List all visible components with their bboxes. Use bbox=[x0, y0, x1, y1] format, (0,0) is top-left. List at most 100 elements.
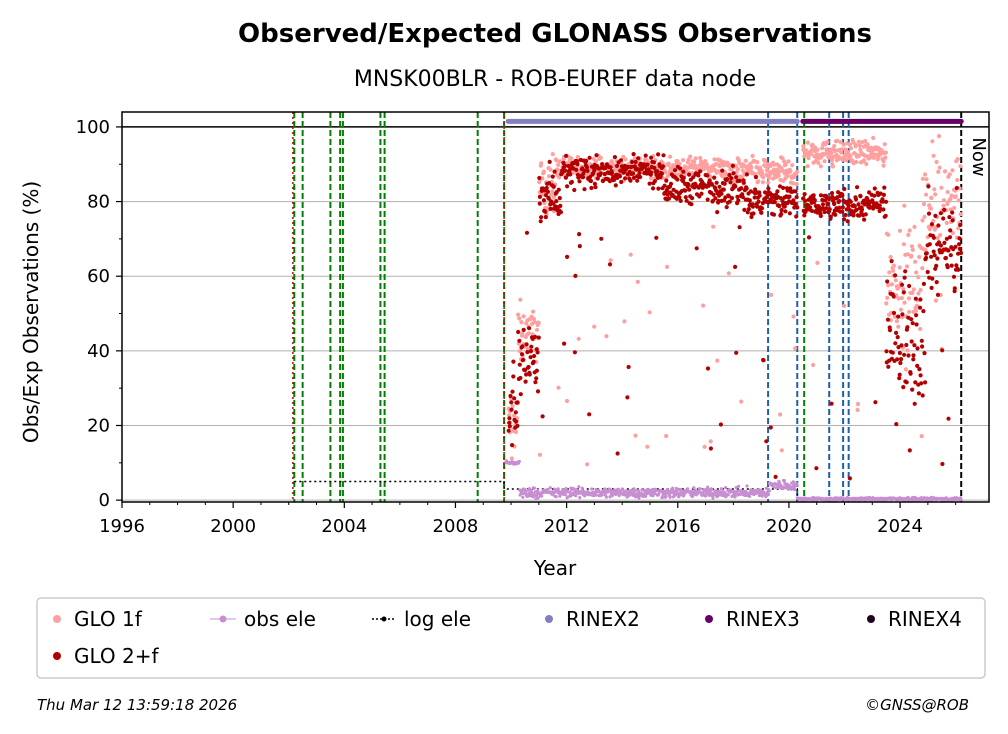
glo-2f-point bbox=[600, 178, 606, 184]
glo-1f-point bbox=[510, 404, 515, 409]
glo-2f-point bbox=[934, 263, 939, 268]
glo-2f-point bbox=[936, 240, 942, 245]
glo-2f-point bbox=[535, 350, 540, 355]
glo-2f-point bbox=[936, 223, 941, 228]
glo-1f-point bbox=[783, 162, 788, 167]
glo-2f-point bbox=[529, 344, 534, 349]
glo-1f-point bbox=[869, 152, 874, 157]
glo-1f-point bbox=[518, 297, 523, 302]
glo-2f-point bbox=[890, 350, 895, 355]
glo-2f-point bbox=[698, 169, 703, 174]
plot-area-frame bbox=[121, 111, 990, 503]
glo-2f-point bbox=[544, 185, 549, 191]
glo-1f-point bbox=[924, 177, 929, 182]
glo-2f-point bbox=[788, 186, 793, 191]
glo-1f-point bbox=[921, 201, 927, 207]
obs-ele-point bbox=[617, 494, 621, 498]
legend-marker bbox=[53, 652, 61, 660]
obs-ele-point bbox=[726, 493, 730, 497]
glo-2f-point bbox=[795, 205, 800, 210]
obs-ele-point bbox=[651, 494, 655, 498]
glo-2f-point bbox=[731, 171, 736, 176]
obs-ele-point bbox=[524, 489, 528, 493]
glo-2f-point bbox=[668, 181, 674, 186]
glo-1f-point bbox=[769, 292, 774, 297]
glo-1f-point bbox=[922, 214, 927, 219]
legend-label: log ele bbox=[404, 607, 471, 631]
glo-2f-point bbox=[730, 163, 736, 168]
glo-2f-point bbox=[565, 184, 570, 189]
glo-1f-point bbox=[913, 259, 918, 264]
obs-ele-point bbox=[671, 495, 675, 499]
glo-2f-point bbox=[956, 267, 961, 272]
glo-2f-point bbox=[708, 446, 714, 451]
glo-1f-point bbox=[548, 167, 553, 172]
glo-2f-point bbox=[543, 209, 548, 214]
glo-2f-point bbox=[954, 185, 959, 191]
glo-2f-point bbox=[524, 372, 529, 377]
glo-2f-point bbox=[643, 153, 648, 158]
glo-2f-point bbox=[764, 439, 769, 444]
glo-2f-point bbox=[733, 184, 738, 189]
y-tick-label: 40 bbox=[87, 341, 110, 362]
glo-1f-point bbox=[913, 308, 918, 313]
glo-1f-point bbox=[892, 314, 898, 319]
x-tick-label: 1996 bbox=[99, 516, 145, 537]
glo-2f-point bbox=[759, 210, 764, 215]
glo-1f-point bbox=[623, 157, 628, 162]
glo-1f-point bbox=[815, 147, 820, 152]
glo-2f-point bbox=[541, 198, 547, 203]
glo-2f-point bbox=[829, 191, 835, 196]
glo-2f-point bbox=[792, 205, 797, 210]
glo-2f-point bbox=[564, 153, 569, 158]
glo-1f-point bbox=[761, 175, 766, 180]
glo-2f-point bbox=[535, 389, 541, 394]
glo-2f-point bbox=[552, 169, 557, 174]
glo-1f-point bbox=[853, 144, 858, 149]
glo-2f-point bbox=[923, 380, 928, 385]
glo-2f-point bbox=[840, 209, 845, 214]
glo-2f-point bbox=[897, 372, 902, 377]
glo-2f-point bbox=[739, 186, 744, 191]
glo-2f-point bbox=[894, 422, 899, 427]
glo-2f-point bbox=[909, 317, 914, 322]
glo-1f-point bbox=[902, 203, 907, 208]
glo-2f-point bbox=[582, 187, 587, 192]
obs-ele-point bbox=[640, 488, 644, 492]
legend-marker bbox=[381, 616, 387, 622]
glo-2f-point bbox=[891, 294, 896, 299]
glo-2f-point bbox=[748, 189, 754, 194]
glo-1f-point bbox=[909, 253, 914, 258]
glo-2f-point bbox=[793, 189, 798, 194]
glo-1f-point bbox=[953, 194, 958, 199]
glo-2f-point bbox=[656, 152, 661, 157]
obs-ele-point bbox=[644, 494, 648, 498]
glo-1f-point bbox=[532, 319, 537, 325]
glo-2f-point bbox=[613, 183, 618, 188]
glo-2f-point bbox=[887, 328, 893, 333]
glo-2f-point bbox=[951, 274, 957, 279]
glo-2f-point bbox=[537, 201, 542, 206]
glo-2f-point bbox=[718, 422, 724, 427]
glo-2f-point bbox=[625, 395, 630, 400]
glo-1f-point bbox=[847, 142, 853, 147]
glo-2f-point bbox=[547, 181, 552, 186]
glo-2f-point bbox=[941, 216, 946, 221]
glo-1f-point bbox=[664, 264, 670, 269]
glo-2f-point bbox=[521, 357, 526, 362]
glo-2f-point bbox=[814, 466, 819, 471]
glo-2f-point bbox=[757, 193, 762, 198]
glo-2f-point bbox=[661, 153, 666, 158]
glo-1f-point bbox=[526, 331, 531, 336]
glo-1f-point bbox=[947, 172, 952, 177]
footer-credit: ©GNSS@ROB bbox=[865, 696, 969, 714]
glo-1f-point bbox=[576, 336, 581, 341]
glo-2f-point bbox=[623, 176, 628, 181]
glo-1f-point bbox=[841, 142, 846, 147]
glo-2f-point bbox=[897, 350, 903, 356]
legend-marker bbox=[545, 615, 553, 623]
glo-1f-point bbox=[794, 182, 799, 187]
glo-1f-point bbox=[871, 155, 876, 160]
glo-2f-point bbox=[957, 236, 962, 241]
